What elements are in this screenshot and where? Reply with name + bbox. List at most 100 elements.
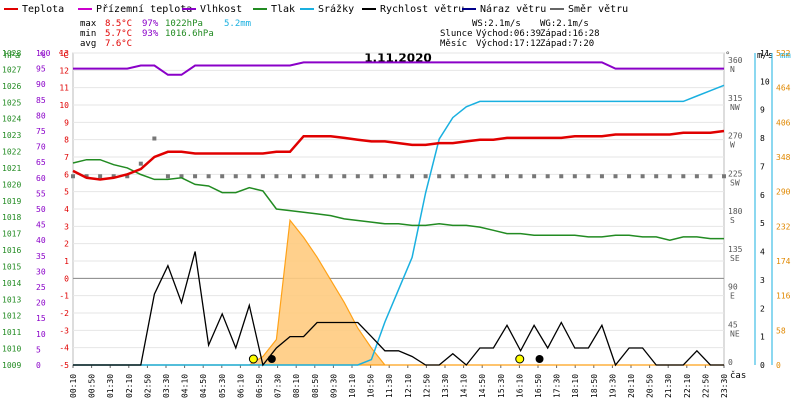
tick-label-x: 00:10 bbox=[69, 374, 78, 398]
wind-direction-point bbox=[532, 174, 537, 179]
wind-direction-point bbox=[572, 174, 577, 179]
svg-text:Směr větru: Směr větru bbox=[568, 3, 628, 15]
tick-mm: 232 bbox=[776, 222, 791, 231]
tick-label-x: 18:50 bbox=[590, 374, 599, 398]
tick-hpa: 1017 bbox=[2, 230, 21, 239]
moon-label: Měsíc bbox=[440, 39, 467, 49]
tick-hpa: 1010 bbox=[2, 345, 21, 354]
tick-hpa: 1013 bbox=[2, 295, 21, 304]
wind-direction-point bbox=[152, 136, 157, 141]
wind-direction-point bbox=[233, 174, 238, 179]
tick-ms: 5 bbox=[760, 219, 765, 228]
tick-hpa: 1016 bbox=[2, 246, 21, 255]
sunrise-time: Východ:06:39 bbox=[476, 29, 541, 39]
wind-direction-point bbox=[640, 174, 645, 179]
tick-percent: 60 bbox=[36, 174, 46, 183]
gust-area bbox=[73, 218, 724, 366]
tick-label-x: 16:10 bbox=[515, 374, 524, 398]
tick-percent: 0 bbox=[36, 361, 41, 370]
tick-label-x: 06:50 bbox=[255, 374, 264, 398]
tick-hpa: 1021 bbox=[2, 164, 21, 173]
tick-percent: 45 bbox=[36, 221, 46, 230]
legend-item-rychlost-vetru: Rychlost větru bbox=[362, 3, 464, 15]
sun-marker bbox=[248, 354, 258, 364]
wind-direction-point bbox=[111, 174, 116, 179]
tick-celsius: 6 bbox=[64, 170, 69, 179]
legend-item-prizemni-teplota: Přízemní teplota bbox=[78, 3, 192, 15]
tick-mm: 0 bbox=[776, 361, 781, 370]
wind-direction-point bbox=[437, 174, 442, 179]
tick-celsius: 1 bbox=[64, 257, 69, 266]
tick-direction-name: NW bbox=[730, 103, 740, 112]
moonrise-time: Východ:17:12 bbox=[476, 39, 541, 49]
sun-marker bbox=[515, 354, 525, 364]
tick-celsius: -1 bbox=[59, 292, 69, 301]
legend-item-smer-vetru: Směr větru bbox=[550, 3, 628, 15]
tick-hpa: 1014 bbox=[2, 279, 21, 288]
tick-label-x: 04:50 bbox=[199, 374, 208, 398]
tick-direction-name: S bbox=[730, 216, 735, 225]
stat-max-rain: 5.2mm bbox=[224, 19, 251, 29]
wind-direction-point bbox=[423, 174, 428, 179]
tick-percent: 85 bbox=[36, 96, 46, 105]
tick-ms: 0 bbox=[760, 361, 765, 370]
wind-direction-point bbox=[667, 174, 672, 179]
svg-text:Tlak: Tlak bbox=[271, 4, 295, 15]
series-line-rain bbox=[73, 84, 725, 366]
tick-label-x: 13:30 bbox=[441, 374, 450, 398]
axis-label-percent: % bbox=[40, 51, 46, 61]
tick-direction-deg: 0 bbox=[728, 358, 733, 367]
tick-ms: 6 bbox=[760, 191, 765, 200]
series-line-temperature bbox=[72, 129, 725, 181]
wind-direction-point bbox=[382, 174, 387, 179]
wind-direction-point bbox=[328, 174, 333, 179]
wind-direction-point bbox=[260, 174, 265, 179]
legend-item-srazky: Srážky bbox=[300, 3, 354, 15]
tick-label-x: 23:30 bbox=[720, 374, 729, 398]
tick-direction-name: E bbox=[730, 292, 735, 301]
tick-percent: 25 bbox=[36, 283, 46, 292]
wind-direction-point bbox=[464, 174, 469, 179]
tick-label-x: 19:30 bbox=[608, 374, 617, 398]
tick-mm: 406 bbox=[776, 118, 791, 127]
legend: Teplota Přízemní teplota Vlhkost Tlak Sr… bbox=[4, 3, 628, 15]
tick-hpa: 1027 bbox=[2, 65, 21, 74]
wind-direction-point bbox=[627, 174, 632, 179]
wind-direction-point bbox=[206, 174, 211, 179]
stat-avg-temp: 7.6°C bbox=[105, 39, 132, 49]
wind-direction-point bbox=[477, 174, 482, 179]
tick-percent: 80 bbox=[36, 111, 46, 120]
tick-hpa: 1022 bbox=[2, 148, 21, 157]
legend-item-vlhkost: Vlhkost bbox=[182, 4, 242, 15]
wind-direction-point bbox=[491, 174, 496, 179]
svg-text:Vlhkost: Vlhkost bbox=[200, 4, 242, 15]
stat-max-temp: 8.5°C bbox=[105, 19, 132, 29]
tick-hpa: 1025 bbox=[2, 98, 21, 107]
tick-percent: 70 bbox=[36, 143, 46, 152]
moon-marker bbox=[535, 355, 544, 363]
tick-hpa: 1026 bbox=[2, 82, 21, 91]
tick-hpa: 1011 bbox=[2, 328, 21, 337]
tick-label-x: 02:50 bbox=[143, 374, 152, 398]
wind-direction-point bbox=[84, 174, 89, 179]
tick-mm: 464 bbox=[776, 84, 791, 93]
tick-direction-name: SW bbox=[730, 178, 740, 187]
tick-celsius: 7 bbox=[64, 153, 69, 162]
tick-direction-deg: 180 bbox=[728, 207, 743, 216]
wind-direction-point bbox=[586, 174, 591, 179]
stat-min-press: 1016.6hPa bbox=[165, 29, 214, 39]
tick-ms: 7 bbox=[760, 162, 765, 171]
wind-direction-point bbox=[681, 174, 686, 179]
tick-percent: 30 bbox=[36, 267, 46, 276]
stat-max-label: max bbox=[80, 19, 97, 29]
grid bbox=[72, 52, 725, 366]
wind-direction-point bbox=[165, 174, 170, 179]
tick-mm: 522 bbox=[776, 49, 791, 58]
moon-marker bbox=[267, 355, 276, 363]
tick-label-x: 20:10 bbox=[627, 374, 636, 398]
tick-direction-deg: 270 bbox=[728, 132, 743, 141]
legend-item-naraz-vetru: Náraz větru bbox=[462, 3, 546, 15]
tick-label-x: 05:30 bbox=[218, 374, 227, 398]
axis-label-ms: m/s bbox=[757, 51, 773, 61]
tick-label-x: 06:10 bbox=[236, 374, 245, 398]
